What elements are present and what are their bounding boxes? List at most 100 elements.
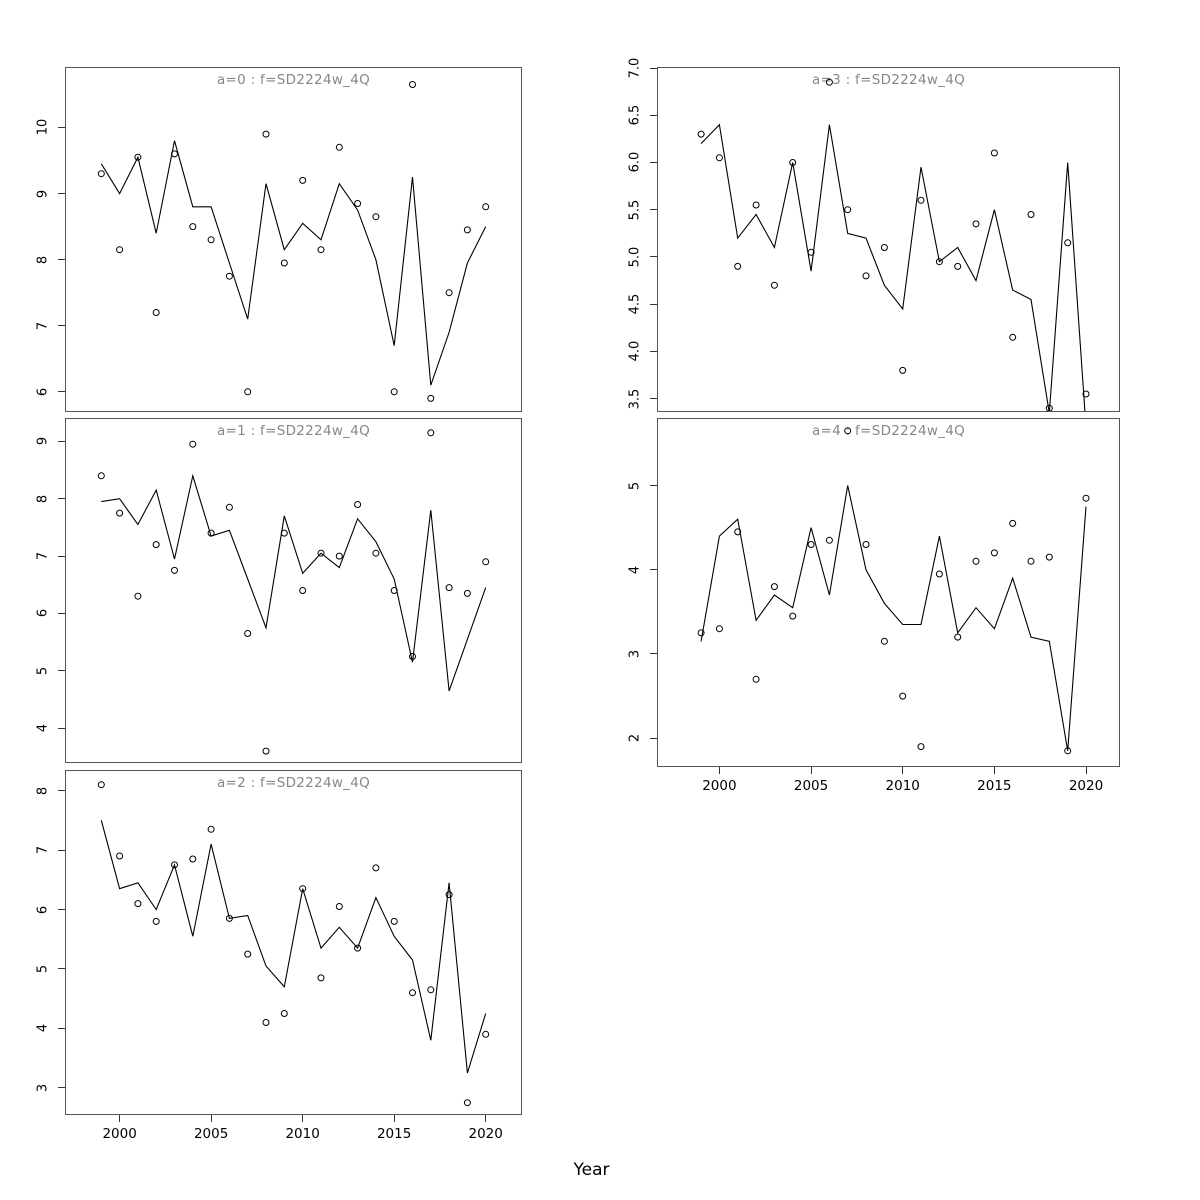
data-point bbox=[390, 388, 398, 396]
y-tick bbox=[650, 485, 657, 487]
y-tick-label: 7.0 bbox=[627, 57, 643, 79]
x-tick-label: 2020 bbox=[468, 1126, 503, 1142]
data-point bbox=[134, 153, 142, 161]
data-point bbox=[445, 891, 453, 899]
data-point bbox=[482, 1030, 490, 1038]
y-tick-label: 7 bbox=[35, 551, 51, 561]
data-point bbox=[244, 388, 252, 396]
data-point bbox=[482, 558, 490, 566]
y-tick bbox=[58, 126, 65, 128]
data-point bbox=[152, 309, 160, 316]
y-tick-label: 6 bbox=[35, 387, 51, 396]
panel-title-a1: a=1 : f=SD2224w_4Q bbox=[216, 423, 371, 439]
data-point bbox=[990, 549, 998, 557]
data-point bbox=[770, 583, 778, 591]
data-point bbox=[734, 262, 742, 270]
x-tick-label: 2015 bbox=[376, 1126, 412, 1142]
y-tick bbox=[650, 569, 657, 571]
data-point bbox=[807, 541, 815, 548]
data-point bbox=[1045, 553, 1053, 561]
y-tick bbox=[58, 391, 65, 393]
data-point bbox=[445, 289, 453, 297]
panel-a2: a=2 : f=SD2224w_4Q 3 4 5 6 7 8 2000 2005 2010 201… bbox=[36, 770, 522, 1142]
data-point bbox=[189, 440, 197, 448]
y-tick-label: 4.5 bbox=[627, 293, 643, 315]
x-tick-label: 2005 bbox=[793, 778, 829, 794]
data-point bbox=[427, 429, 435, 437]
y-tick bbox=[58, 1027, 65, 1029]
data-point bbox=[770, 281, 778, 289]
fitted-line bbox=[100, 820, 487, 1074]
data-point bbox=[935, 258, 943, 266]
y-tick bbox=[58, 670, 65, 672]
data-point bbox=[152, 917, 160, 925]
y-tick bbox=[58, 498, 65, 500]
data-point bbox=[427, 394, 435, 402]
y-tick-label: 7 bbox=[35, 321, 51, 330]
y-tick bbox=[650, 114, 657, 116]
y-tick bbox=[650, 398, 657, 400]
y-tick-label: 4 bbox=[627, 565, 643, 574]
panel-a0: a=0 : f=SD2224w_4Q 6 7 8 9 10 bbox=[36, 67, 522, 412]
x-tick-label: 2015 bbox=[977, 778, 1012, 794]
y-tick-label: 5 bbox=[627, 481, 643, 490]
data-point bbox=[463, 226, 471, 234]
y-tick bbox=[58, 193, 65, 195]
x-tick-label: 2010 bbox=[885, 778, 920, 794]
y-tick bbox=[58, 612, 65, 614]
data-point bbox=[372, 549, 380, 557]
y-tick-label: 6 bbox=[35, 609, 51, 618]
data-point bbox=[463, 1099, 471, 1107]
data-point bbox=[825, 536, 833, 544]
plot-area-a2 bbox=[97, 781, 490, 1107]
y-tick bbox=[58, 259, 65, 261]
fitted-line bbox=[100, 140, 487, 386]
data-point bbox=[1082, 494, 1090, 502]
data-point bbox=[825, 78, 833, 86]
data-point bbox=[280, 1010, 288, 1017]
y-tick-label: 5.0 bbox=[627, 246, 643, 268]
plot-area-a0 bbox=[97, 81, 490, 402]
data-point bbox=[1009, 333, 1017, 341]
data-point bbox=[354, 501, 362, 508]
y-tick bbox=[650, 350, 657, 352]
y-tick bbox=[650, 737, 657, 739]
x-tick-label: 2000 bbox=[702, 778, 737, 794]
y-tick bbox=[58, 909, 65, 910]
y-tick-label: 8 bbox=[35, 255, 51, 264]
y-tick-label: 6 bbox=[35, 905, 51, 914]
data-point bbox=[97, 781, 105, 789]
y-tick bbox=[650, 161, 657, 163]
y-tick bbox=[58, 555, 65, 557]
data-point bbox=[116, 852, 124, 860]
data-point bbox=[372, 864, 380, 872]
fitted-line bbox=[101, 473, 487, 692]
data-point bbox=[972, 557, 980, 565]
data-point bbox=[244, 630, 252, 637]
panel-a3: a=3 : f=SD2224w_4Q 3.5 4.0 4.5 5.0 5.5 6.0 6.5… bbox=[628, 58, 1120, 412]
x-tick bbox=[1085, 767, 1087, 774]
y-tick bbox=[58, 727, 65, 729]
data-point bbox=[152, 541, 160, 549]
panel-title-a2: a=2 : f=SD2224w_4Q bbox=[216, 775, 371, 791]
data-point bbox=[899, 692, 907, 700]
y-tick-label: 8 bbox=[35, 786, 51, 795]
data-point bbox=[171, 566, 178, 574]
data-point bbox=[1027, 557, 1035, 565]
data-point bbox=[844, 427, 852, 435]
data-point bbox=[880, 244, 888, 251]
data-point bbox=[207, 236, 215, 244]
data-point bbox=[1082, 390, 1090, 398]
y-tick bbox=[650, 67, 657, 69]
y-tick-label: 8 bbox=[35, 494, 51, 503]
data-point bbox=[954, 633, 962, 641]
data-point bbox=[899, 366, 907, 374]
y-tick-label: 6.5 bbox=[627, 104, 643, 126]
x-tick bbox=[119, 1115, 121, 1122]
data-point bbox=[354, 200, 362, 207]
data-point bbox=[1045, 404, 1053, 411]
data-point bbox=[189, 855, 197, 863]
data-point bbox=[1064, 239, 1072, 247]
data-point bbox=[244, 950, 252, 958]
